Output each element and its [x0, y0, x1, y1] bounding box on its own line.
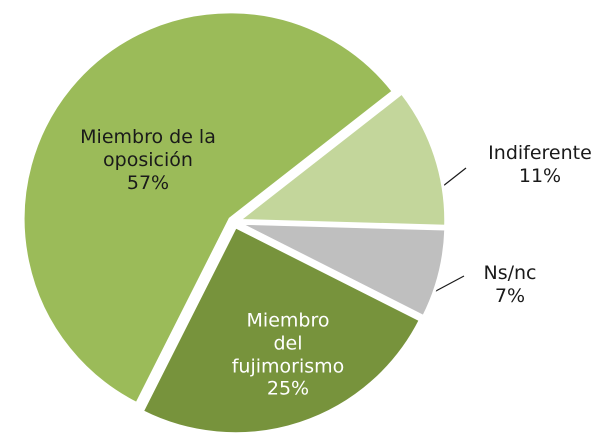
category-label: Miembro del fujimorismo — [231, 309, 345, 377]
slice-label: Miembro de la oposición 57% — [58, 126, 238, 194]
category-label: Indiferente — [488, 142, 592, 165]
category-label: Miembro de la oposición — [80, 125, 216, 171]
pie-slice — [238, 221, 448, 319]
leader-line — [433, 275, 465, 293]
pie-slice — [140, 224, 423, 436]
pie-slice — [234, 90, 448, 228]
pie-slice — [21, 10, 396, 406]
value-label: 7% — [494, 285, 526, 307]
value-label: 25% — [266, 377, 310, 400]
slice-label: Miembro del fujimorismo 25% — [231, 309, 345, 400]
slice-label: Ns/nc 7% — [460, 262, 560, 308]
category-label: Ns/nc — [483, 262, 537, 285]
slice-label: Indiferente 11% — [460, 142, 614, 188]
value-label: 57% — [126, 171, 170, 194]
value-label: 11% — [518, 165, 562, 187]
